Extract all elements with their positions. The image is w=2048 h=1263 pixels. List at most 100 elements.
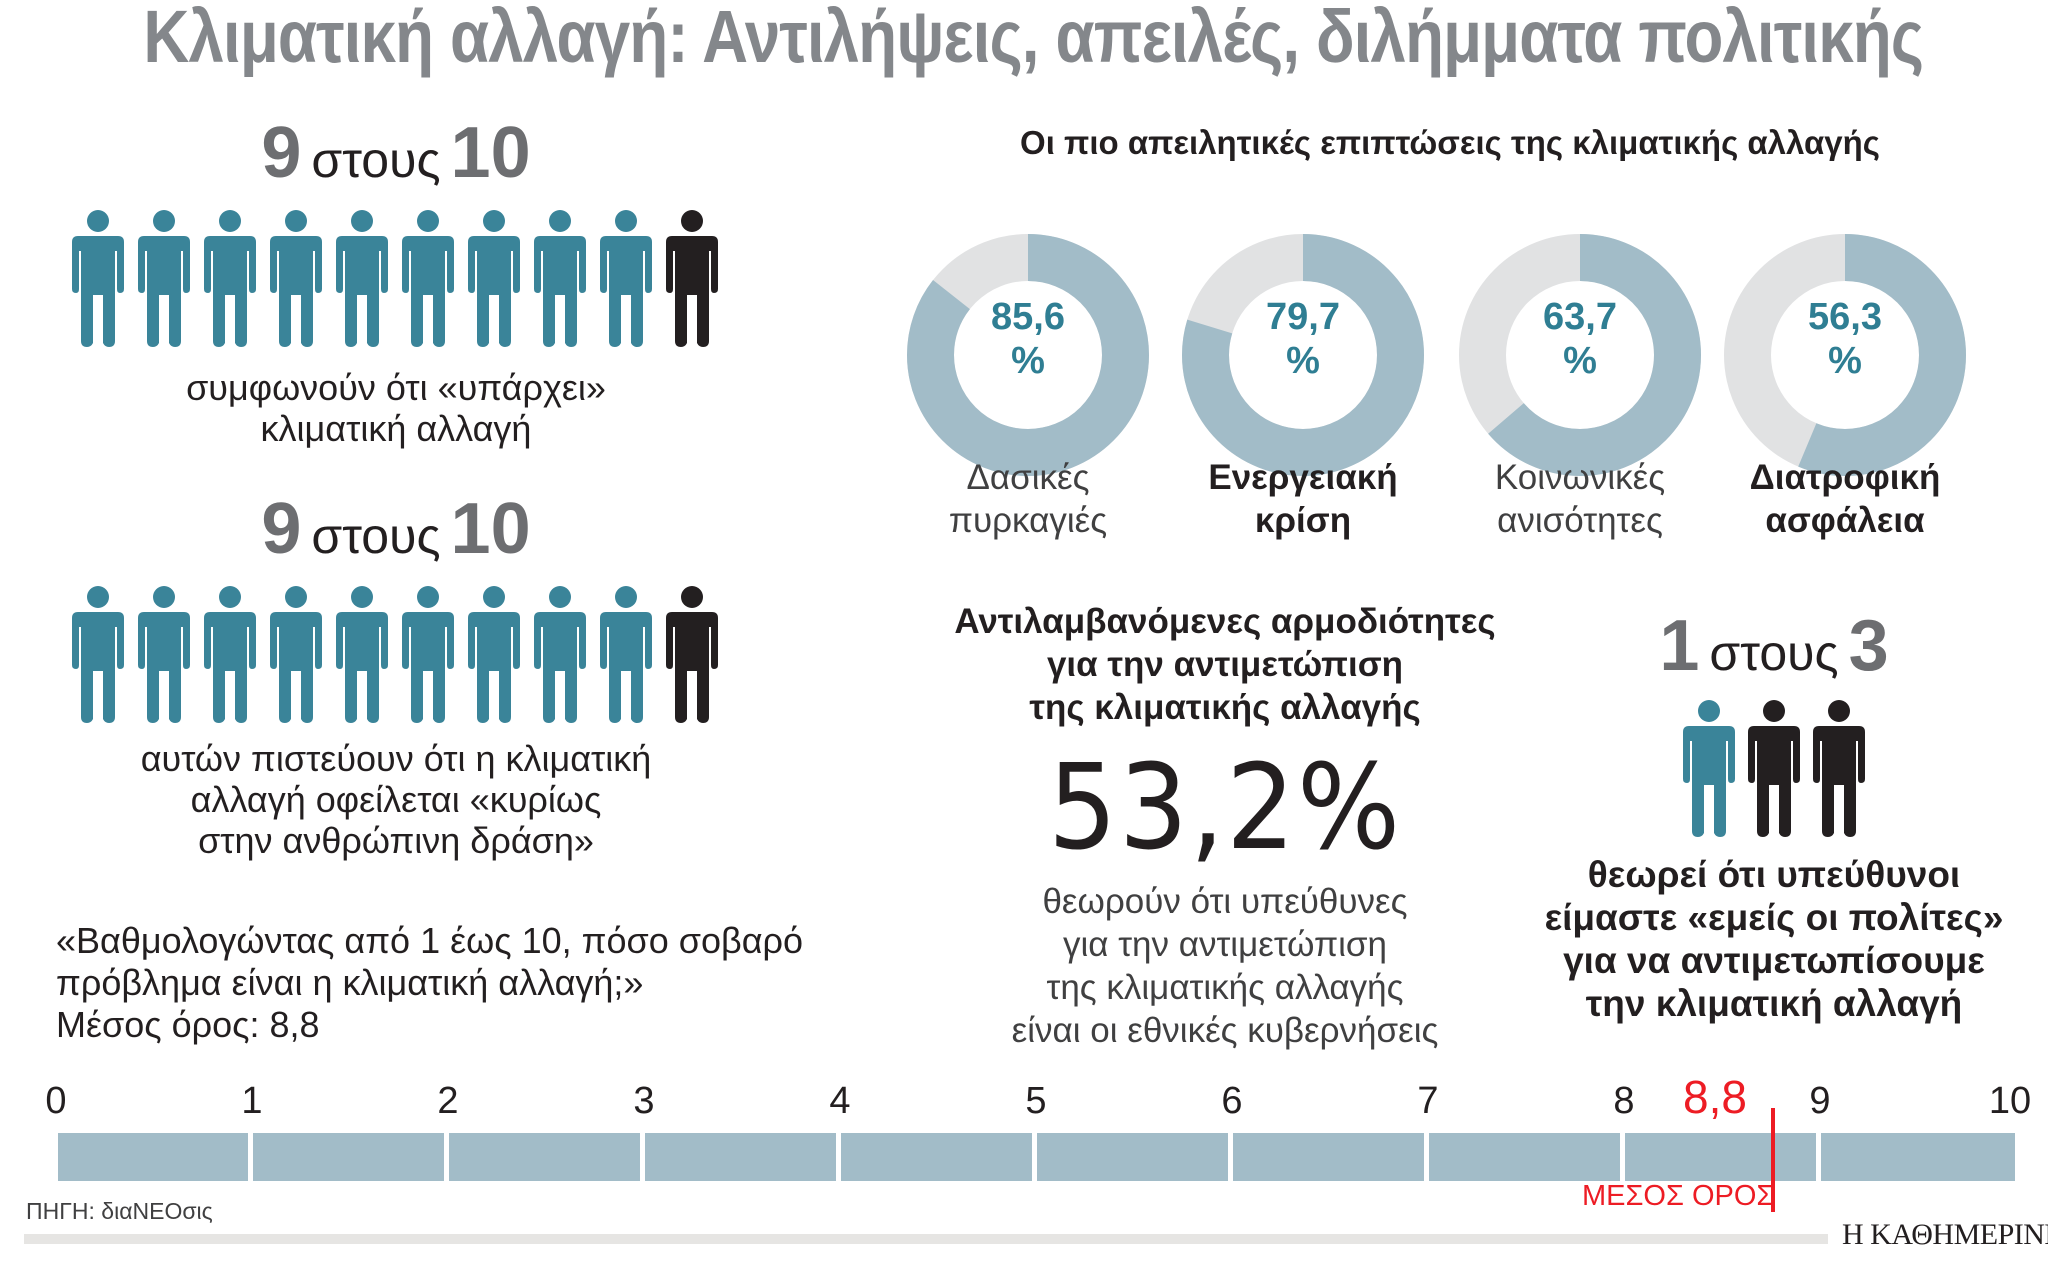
donut-label-food-security: Διατροφική ασφάλεια	[1715, 456, 1975, 542]
scale-tick: 7	[1417, 1080, 1439, 1122]
caption-line: συμφωνούν ότι «υπάρχει»	[186, 367, 606, 408]
heading-line: Αντιλαμβανόμενες αρμοδιότητες	[954, 602, 1496, 641]
scale-segment	[449, 1133, 640, 1181]
caption-line: αλλαγή οφείλεται «κυρίως	[190, 779, 602, 820]
person-icon-dark	[666, 585, 718, 723]
publisher-logo: Η ΚΑΘΗΜΕΡΙΝΗ	[1842, 1218, 2048, 1251]
donut-label-inequality: Κοινωνικές ανισότητες	[1450, 456, 1710, 542]
label-line: Κοινωνικές	[1494, 458, 1666, 497]
caption-line: κλιματική αλλαγή	[260, 408, 532, 449]
person-icon-dark	[1813, 699, 1865, 837]
donut-value-unit: %	[1563, 340, 1597, 382]
caption-line: είμαστε «εμείς οι πολίτες»	[1544, 897, 2004, 938]
scale-segment	[1037, 1133, 1228, 1181]
mean-caption: ΜΕΣΟΣ ΟΡΟΣ	[1582, 1180, 1775, 1212]
label-line: ασφάλεια	[1765, 501, 1925, 540]
donut-chart-wildfires: 85,6 %	[906, 233, 1150, 482]
mean-marker-line	[1771, 1108, 1775, 1212]
donut-value: 79,7 %	[1181, 295, 1425, 383]
subtext-line: θεωρούν ότι υπεύθυνες	[1042, 882, 1408, 921]
ratio-word: στους	[311, 132, 441, 188]
donut-chart-inequality: 63,7 %	[1458, 233, 1702, 482]
donut-label-wildfires: Δασικές πυρκαγιές	[898, 456, 1158, 542]
label-line: πυρκαγιές	[948, 501, 1108, 540]
donut-value-unit: %	[1286, 340, 1320, 382]
subtext-line: είναι οι εθνικές κυβερνήσεις	[1011, 1011, 1439, 1050]
person-icon	[468, 585, 520, 723]
label-line: Διατροφική	[1749, 458, 1941, 497]
donut-value-number: 79,7	[1266, 296, 1340, 338]
ratio-headline-citizens: 1 στους 3	[1524, 605, 2024, 687]
scale-segment	[58, 1133, 248, 1181]
donut-value-unit: %	[1828, 340, 1862, 382]
people-row-1	[72, 209, 718, 347]
threats-heading: Οι πιο απειλητικές επιπτώσεις της κλιματ…	[1020, 124, 1880, 161]
question-mean: Μέσος όρος: 8,8	[56, 1004, 320, 1045]
scale-segment	[1625, 1133, 1816, 1181]
question-line: «Βαθμολογώντας από 1 έως 10, πόσο σοβαρό	[56, 920, 804, 961]
person-icon	[402, 209, 454, 347]
scale-tick: 9	[1809, 1080, 1831, 1122]
person-icon	[204, 209, 256, 347]
scale-segment	[1429, 1133, 1620, 1181]
caption-1: συμφωνούν ότι «υπάρχει» κλιματική αλλαγή	[96, 367, 696, 449]
donut-value: 63,7 %	[1458, 295, 1702, 383]
ratio-word: στους	[311, 508, 441, 564]
scale-segment	[1233, 1133, 1424, 1181]
heading-line: της κλιματικής αλλαγής	[1029, 688, 1421, 727]
ratio-denominator: 10	[450, 113, 531, 193]
scale-tick: 0	[45, 1080, 67, 1122]
donut-chart-energy: 79,7 %	[1181, 233, 1425, 482]
person-icon	[600, 585, 652, 723]
person-icon	[270, 585, 322, 723]
person-icon-dark	[1748, 699, 1800, 837]
donut-chart-food-security: 56,3 %	[1723, 233, 1967, 482]
subtext-line: για την αντιμετώπιση	[1062, 925, 1387, 964]
scale-tick: 6	[1221, 1080, 1243, 1122]
person-icon	[600, 209, 652, 347]
infographic-title: Κλιματική αλλαγή: Αντιλήψεις, απειλές, δ…	[143, 0, 1924, 78]
scale-tick: 4	[829, 1080, 851, 1122]
ratio-denominator: 10	[450, 489, 531, 569]
scale-tick: 8	[1613, 1080, 1635, 1122]
ratio-headline-2: 9 στους 10	[96, 488, 696, 570]
scale-segment	[1821, 1133, 2015, 1181]
donut-value-number: 85,6	[991, 296, 1065, 338]
donut-value-number: 63,7	[1543, 296, 1617, 338]
responsibility-heading: Αντιλαμβανόμενες αρμοδιότητες για την αν…	[925, 600, 1525, 729]
person-icon	[1683, 699, 1735, 837]
scale-tick: 5	[1025, 1080, 1047, 1122]
citizens-caption: θεωρεί ότι υπεύθυνοι είμαστε «εμείς οι π…	[1524, 853, 2024, 1025]
caption-line: την κλιματική αλλαγή	[1585, 983, 1963, 1024]
label-line: ανισότητες	[1497, 501, 1663, 540]
footer-divider	[24, 1234, 1828, 1244]
person-icon-dark	[666, 209, 718, 347]
ratio-word: στους	[1709, 625, 1839, 681]
person-icon	[534, 209, 586, 347]
subtext-line: της κλιματικής αλλαγής	[1046, 968, 1404, 1007]
source-credit: ΠΗΓΗ: διαΝΕΟσις	[26, 1198, 213, 1224]
person-icon	[138, 585, 190, 723]
ratio-headline-1: 9 στους 10	[96, 112, 696, 194]
caption-line: στην ανθρώπινη δράση»	[198, 820, 594, 861]
scale-segment	[645, 1133, 836, 1181]
donut-value: 85,6 %	[906, 295, 1150, 383]
person-icon	[336, 585, 388, 723]
donut-value-number: 56,3	[1808, 296, 1882, 338]
seriousness-question: «Βαθμολογώντας από 1 έως 10, πόσο σοβαρό…	[56, 920, 803, 1046]
ratio-numerator: 1	[1659, 606, 1700, 686]
person-icon	[72, 585, 124, 723]
responsibility-subtext: θεωρούν ότι υπεύθυνες για την αντιμετώπι…	[925, 880, 1525, 1052]
caption-line: θεωρεί ότι υπεύθυνοι	[1587, 854, 1961, 895]
people-row-2	[72, 585, 718, 723]
ratio-denominator: 3	[1848, 606, 1889, 686]
caption-line: αυτών πιστεύουν ότι η κλιματική	[140, 738, 652, 779]
person-icon	[336, 209, 388, 347]
person-icon	[468, 209, 520, 347]
people-row-citizens	[1683, 699, 1865, 837]
scale-segment	[253, 1133, 444, 1181]
caption-2: αυτών πιστεύουν ότι η κλιματική αλλαγή ο…	[46, 738, 746, 861]
label-line: Δασικές	[966, 458, 1090, 497]
person-icon	[204, 585, 256, 723]
ratio-numerator: 9	[261, 489, 302, 569]
